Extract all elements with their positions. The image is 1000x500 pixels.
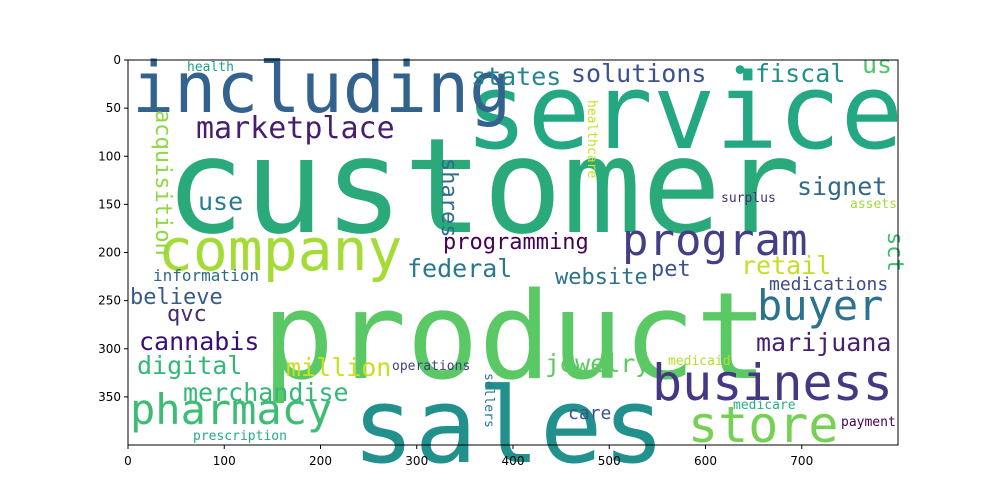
word-buyer: buyer (757, 281, 883, 330)
word-medications: medications (769, 274, 888, 295)
word-website: website (555, 265, 648, 290)
word-million: million (286, 353, 391, 382)
word-including: including (132, 47, 511, 129)
word-service: service (465, 51, 903, 173)
word-care: care (568, 403, 611, 424)
word-use: use (198, 187, 243, 216)
word-medicare: medicare (733, 398, 796, 413)
y-tick-label: 250 (98, 294, 121, 308)
x-tick-label: 300 (405, 454, 428, 468)
word-prescription: prescription (193, 429, 287, 444)
word-assets: assets (850, 197, 897, 212)
word-federal: federal (407, 254, 512, 283)
word-information: information (153, 266, 259, 285)
y-tick-label: 200 (98, 246, 121, 260)
word-store: store (688, 396, 839, 454)
y-tick-label: 50 (106, 101, 121, 115)
word-program: program (622, 215, 807, 266)
word-health: health (187, 60, 234, 75)
word-payment: payment (841, 415, 896, 430)
word-sct: sct (882, 232, 907, 272)
x-tick-label: 0 (124, 454, 132, 468)
word-operations: operations (392, 359, 470, 374)
word-sellers: sellers (481, 373, 496, 428)
word-acquisition: acquisition (150, 110, 175, 256)
word-pharmacy: pharmacy (130, 385, 332, 434)
word-us: us (862, 50, 892, 79)
x-tick-label: 600 (694, 454, 717, 468)
word-believe: believe (130, 285, 223, 310)
x-tick-label: 100 (213, 454, 236, 468)
x-tick-label: 200 (309, 454, 332, 468)
word-states: states (471, 62, 561, 91)
y-tick-label: 150 (98, 197, 121, 211)
word-product: product (262, 268, 768, 407)
x-tick-label: 400 (502, 454, 525, 468)
word-customer: customer (165, 110, 801, 264)
x-axis: 0 100 200 300 400 500 600 700 (124, 445, 813, 468)
word-fiscal: fiscal (755, 59, 845, 88)
word-surplus: surplus (721, 191, 776, 206)
word-company: company (158, 216, 402, 284)
word-marijuana: marijuana (756, 328, 891, 357)
word-business: business (652, 354, 893, 412)
word-retail: retail (741, 251, 831, 280)
word-dot: • (731, 54, 749, 89)
word-pet: pet (651, 257, 691, 282)
y-tick-label: 100 (98, 149, 121, 163)
word-shares: shares (436, 158, 461, 237)
word-digital: digital (137, 351, 242, 380)
y-axis: 0 50 100 150 200 250 300 350 (98, 53, 128, 404)
word-merchandise: merchandise (183, 378, 349, 407)
x-tick-label: 700 (790, 454, 813, 468)
word-marketplace: marketplace (196, 111, 395, 146)
word-jewelry: jewelry (545, 349, 650, 378)
x-tick-label: 500 (598, 454, 621, 468)
word-sales: sales (352, 365, 665, 487)
word-medicaid: medicaid (668, 354, 731, 369)
y-tick-label: 0 (113, 53, 121, 67)
word-solutions: solutions (571, 59, 706, 88)
word-healthcare: healthcare (584, 100, 599, 178)
y-tick-label: 350 (98, 390, 121, 404)
y-tick-label: 300 (98, 342, 121, 356)
word-programming: programming (443, 230, 589, 255)
word-qvc: qvc (167, 302, 207, 327)
word-cannabis: cannabis (139, 327, 259, 356)
word-signet: signet (797, 172, 887, 201)
